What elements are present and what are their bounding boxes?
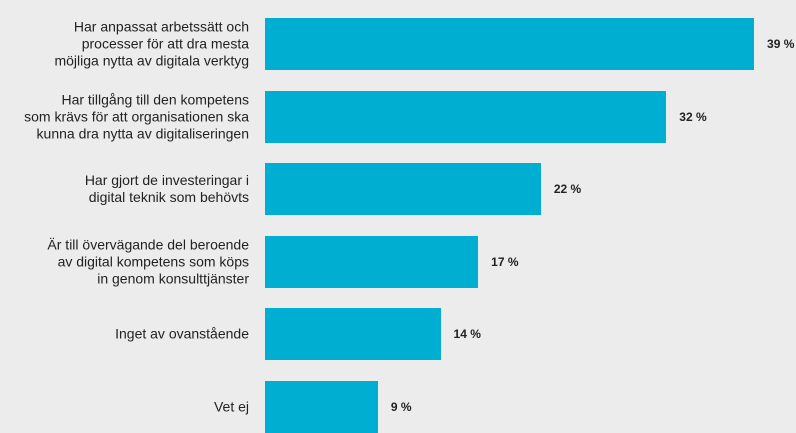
value-label: 9 % — [390, 400, 412, 414]
bar — [265, 163, 541, 216]
category-label: Vet ej — [213, 398, 249, 415]
value-label: 32 % — [679, 109, 707, 124]
category-label: Har tillgång till den kompetens som kräv… — [24, 91, 249, 142]
value-label: 39 % — [767, 37, 795, 51]
value-label: 17 % — [491, 254, 519, 269]
bar — [265, 381, 378, 433]
bar — [265, 308, 441, 361]
bar — [265, 90, 667, 143]
value-label: 14 % — [453, 327, 481, 342]
bar — [265, 18, 755, 70]
bar — [265, 235, 479, 288]
category-label: Har gjort de investeringar i digital tek… — [84, 172, 249, 206]
category-label: Inget av ovanstående — [115, 325, 249, 342]
category-label: Är till övervägande del beroende av digi… — [47, 236, 249, 287]
value-label: 22 % — [553, 182, 582, 197]
category-label: Har anpassat arbetssätt och processer fö… — [54, 18, 249, 69]
